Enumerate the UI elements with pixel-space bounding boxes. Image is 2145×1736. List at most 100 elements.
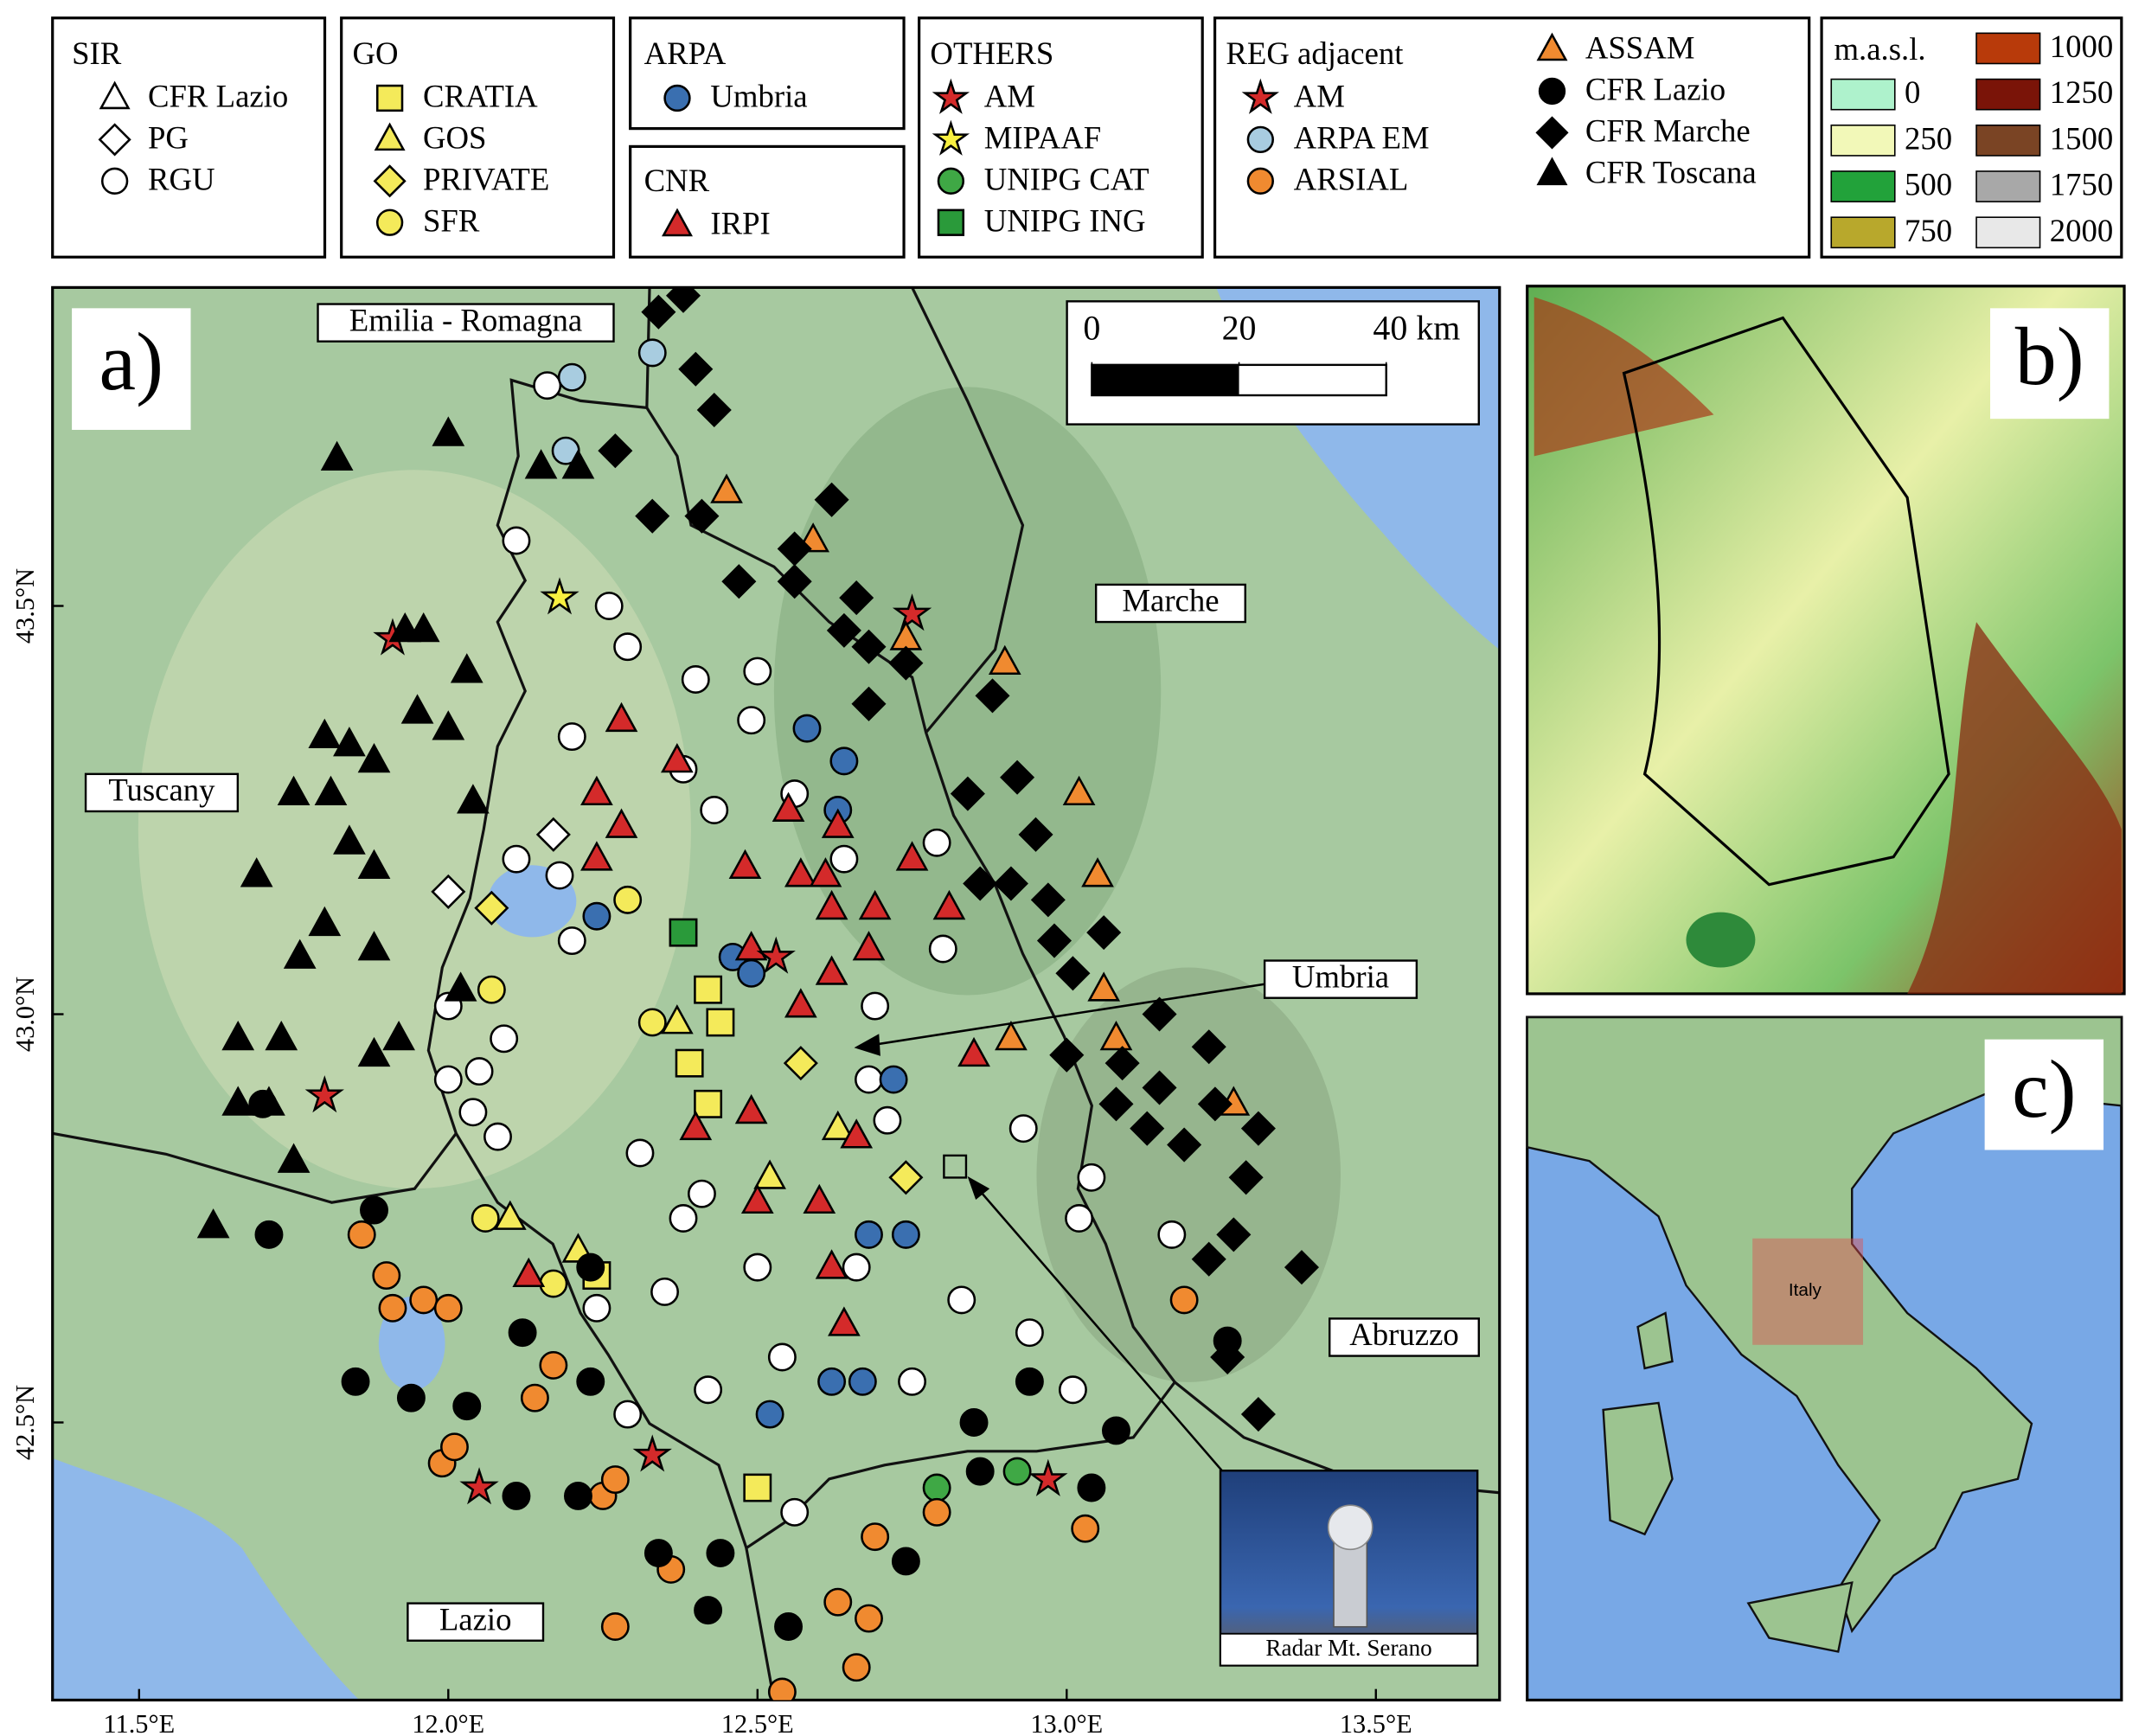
station-marker xyxy=(382,1020,415,1051)
region-label: Abruzzo xyxy=(1349,1316,1459,1352)
legend-box xyxy=(51,16,327,259)
station-marker xyxy=(605,701,638,733)
x-tick-label: 13.0°E xyxy=(1030,1709,1103,1736)
station-marker xyxy=(1098,1086,1134,1122)
station-marker xyxy=(706,1008,735,1037)
station-marker xyxy=(283,938,317,969)
station-marker xyxy=(471,1204,500,1233)
station-marker xyxy=(357,1036,391,1067)
station-marker xyxy=(774,1612,804,1641)
station-marker xyxy=(520,1383,549,1413)
station-marker xyxy=(483,1122,512,1151)
station-marker xyxy=(1167,1127,1202,1163)
scale-tick-label: 0 xyxy=(1083,309,1100,348)
station-marker xyxy=(947,1285,976,1315)
station-marker xyxy=(694,975,723,1004)
station-marker xyxy=(637,1008,667,1037)
elevation-swatch xyxy=(1975,170,2041,202)
station-marker xyxy=(613,1400,643,1429)
legend-label: UNIPG ING xyxy=(984,202,1146,238)
station-marker xyxy=(464,1057,494,1086)
region-label: Emilia - Romagna xyxy=(349,302,582,337)
station-marker xyxy=(557,926,586,956)
station-marker xyxy=(851,629,887,664)
station-marker xyxy=(959,1408,989,1437)
station-marker xyxy=(308,906,342,937)
station-marker xyxy=(665,287,701,313)
station-marker xyxy=(314,775,348,806)
radar-site xyxy=(943,1154,968,1179)
station-marker xyxy=(221,1020,255,1051)
station-marker xyxy=(400,694,434,724)
station-marker xyxy=(784,988,817,1018)
station-marker xyxy=(928,934,957,964)
station-marker xyxy=(1087,971,1121,1002)
station-marker xyxy=(1086,915,1122,951)
elevation-swatch xyxy=(1830,124,1896,157)
x-tick-label: 12.0°E xyxy=(412,1709,484,1736)
elevation-label: 0 xyxy=(1905,74,1920,110)
station-marker xyxy=(539,1269,568,1298)
station-marker xyxy=(777,564,812,599)
station-marker xyxy=(320,440,354,471)
station-marker xyxy=(993,866,1028,901)
station-marker xyxy=(815,1249,848,1279)
legend-symbol xyxy=(932,119,970,156)
station-marker xyxy=(477,975,506,1004)
station-marker xyxy=(502,1482,531,1510)
station-marker xyxy=(815,889,848,920)
arrow xyxy=(973,1183,1225,1473)
station-marker xyxy=(632,1434,672,1472)
station-marker xyxy=(815,955,848,985)
legend-symbol xyxy=(1246,167,1274,195)
x-tick-label: 13.5°E xyxy=(1340,1709,1412,1736)
station-marker xyxy=(540,577,579,615)
station-marker xyxy=(892,593,932,631)
legend-label: ARPA EM xyxy=(1294,119,1430,155)
arrow-head xyxy=(854,1034,880,1056)
x-tick-label: 11.5°E xyxy=(103,1709,175,1736)
station-marker xyxy=(432,710,465,740)
inset-caption: Radar Mt. Serano xyxy=(1265,1635,1431,1661)
station-marker xyxy=(277,1143,311,1173)
station-marker xyxy=(814,482,849,517)
station-marker xyxy=(821,1110,855,1141)
station-marker xyxy=(1065,1204,1094,1233)
station-marker xyxy=(196,1208,230,1239)
station-marker xyxy=(1142,1070,1177,1105)
region-label: Lazio xyxy=(439,1601,512,1637)
elevation-swatch xyxy=(1830,78,1896,111)
station-marker xyxy=(613,632,643,662)
elevation-label: 500 xyxy=(1905,167,1952,202)
scale-bar-box xyxy=(1066,300,1480,426)
station-marker xyxy=(605,808,638,838)
station-marker xyxy=(1071,1514,1100,1543)
station-marker xyxy=(678,351,714,387)
station-marker xyxy=(855,1220,883,1249)
legend-title: OTHERS xyxy=(930,35,1053,71)
region-label-box xyxy=(407,1602,545,1642)
elevation-swatch xyxy=(1975,32,2041,65)
legend-label: PG xyxy=(148,119,189,155)
legend-label: GOS xyxy=(423,119,487,155)
station-marker xyxy=(396,1383,426,1413)
station-marker xyxy=(767,1342,797,1372)
station-marker xyxy=(265,1020,298,1051)
station-marker xyxy=(957,1036,990,1067)
legend-symbol xyxy=(1246,125,1274,154)
station-marker xyxy=(891,1547,920,1576)
station-marker xyxy=(641,294,676,330)
radar-dome xyxy=(1327,1504,1373,1551)
legend-symbol xyxy=(1536,157,1568,186)
station-marker xyxy=(975,678,1010,714)
station-marker xyxy=(1099,1020,1133,1051)
station-marker xyxy=(1102,1416,1130,1445)
elevation-swatch xyxy=(1830,216,1896,249)
station-marker xyxy=(839,580,874,616)
legend-symbol xyxy=(1538,77,1566,106)
elevation-swatch xyxy=(1975,216,2041,249)
station-marker xyxy=(737,706,766,735)
elevation-swatch xyxy=(1975,78,2041,111)
station-marker xyxy=(254,1220,284,1249)
